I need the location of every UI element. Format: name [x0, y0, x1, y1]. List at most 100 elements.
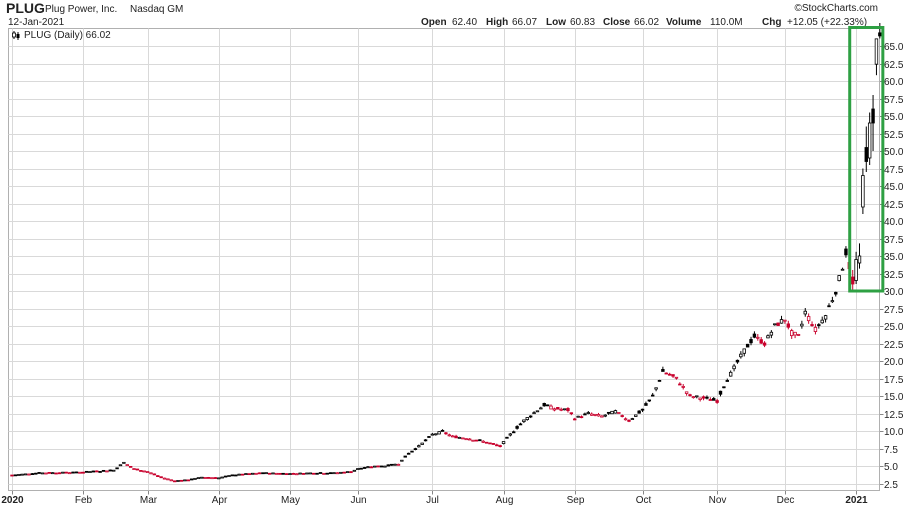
candle [105, 470, 109, 473]
candle-body [481, 440, 485, 443]
candle-body [454, 435, 458, 439]
candle-body [339, 471, 343, 474]
candle-body [803, 310, 807, 315]
candle-body [125, 464, 129, 467]
candle-body [342, 471, 346, 474]
x-axis: 2020 Feb Mar Apr May Jun Jul Aug Sep Oct Nov Dec 202… [1, 490, 868, 506]
candle-body [440, 429, 445, 432]
candle-body [627, 419, 631, 422]
candle [661, 366, 665, 372]
candle [708, 397, 713, 401]
candle [579, 415, 584, 419]
candle [342, 471, 346, 474]
candle-body [98, 471, 102, 473]
y-tick-label: 47.5 [884, 165, 904, 176]
candle [203, 477, 207, 479]
candle [356, 468, 360, 470]
candle-body [250, 472, 255, 475]
candle [244, 473, 248, 475]
candle-body [603, 414, 607, 417]
candle [752, 331, 757, 339]
candle [813, 323, 818, 335]
candle-body [556, 407, 560, 410]
candle [817, 323, 821, 329]
candle [173, 480, 177, 483]
candle [379, 465, 384, 468]
candle [420, 442, 424, 445]
candle [756, 334, 760, 341]
candle [295, 473, 299, 476]
candle-body [179, 479, 184, 482]
candle [189, 478, 194, 481]
candle-body [464, 438, 468, 441]
high-label: High [486, 17, 508, 28]
candle-body [115, 467, 119, 470]
x-tick-label: Mar [140, 495, 158, 506]
candle-body [244, 473, 248, 475]
candle [179, 479, 184, 482]
candle [257, 472, 262, 475]
candle-body [749, 339, 753, 344]
candle-body [145, 471, 150, 473]
candle-body [122, 461, 126, 464]
candle-body [288, 473, 292, 475]
candle [74, 471, 79, 474]
candle-body [213, 477, 218, 479]
x-tick-label: Nov [709, 495, 727, 506]
candle-body [817, 324, 821, 326]
candle-body [71, 471, 75, 474]
candle-body [779, 319, 784, 324]
candle [274, 472, 279, 475]
candle-body [108, 469, 113, 472]
candle-body [271, 472, 275, 475]
candle [718, 390, 723, 397]
candle [627, 419, 631, 423]
candle [457, 436, 462, 439]
candle-body [74, 471, 79, 474]
candle [657, 379, 662, 382]
candle-body [427, 436, 431, 438]
candle-body [790, 330, 794, 337]
candle-body [298, 472, 302, 475]
candle [437, 431, 441, 435]
candle-body [328, 472, 333, 475]
candle-body [857, 255, 862, 264]
candle [596, 412, 601, 417]
x-tick-label: May [281, 495, 300, 506]
candle [250, 472, 255, 475]
candle-body [420, 442, 424, 445]
y-tick-label: 7.5 [884, 445, 898, 456]
candle [366, 466, 370, 469]
candle-body [793, 331, 797, 336]
x-tick-label: Dec [777, 495, 795, 506]
candle-body [756, 336, 760, 339]
candle [254, 472, 258, 475]
candle-body [220, 476, 224, 479]
candle-body [806, 316, 811, 322]
candle-body [88, 471, 92, 473]
candle [803, 308, 807, 317]
y-tick-label: 5.0 [884, 462, 898, 473]
y-tick-label: 12.5 [884, 410, 904, 421]
candle [505, 436, 509, 439]
candle-body [247, 473, 251, 476]
candle-body [549, 405, 553, 410]
candle-body [166, 478, 170, 481]
candle-body [67, 472, 72, 475]
candle [749, 336, 753, 346]
candle [349, 471, 353, 474]
candle-body [484, 441, 489, 444]
candle-body [823, 315, 828, 320]
candle-body [505, 436, 509, 439]
candle-body [118, 464, 123, 467]
candle-body [176, 480, 180, 482]
candle [427, 436, 431, 438]
candle [559, 407, 563, 412]
candle [464, 438, 468, 441]
candle [837, 274, 841, 282]
candle [667, 372, 672, 376]
candle [701, 395, 706, 401]
candle [830, 296, 835, 303]
candle [664, 372, 668, 375]
candle [840, 267, 845, 271]
